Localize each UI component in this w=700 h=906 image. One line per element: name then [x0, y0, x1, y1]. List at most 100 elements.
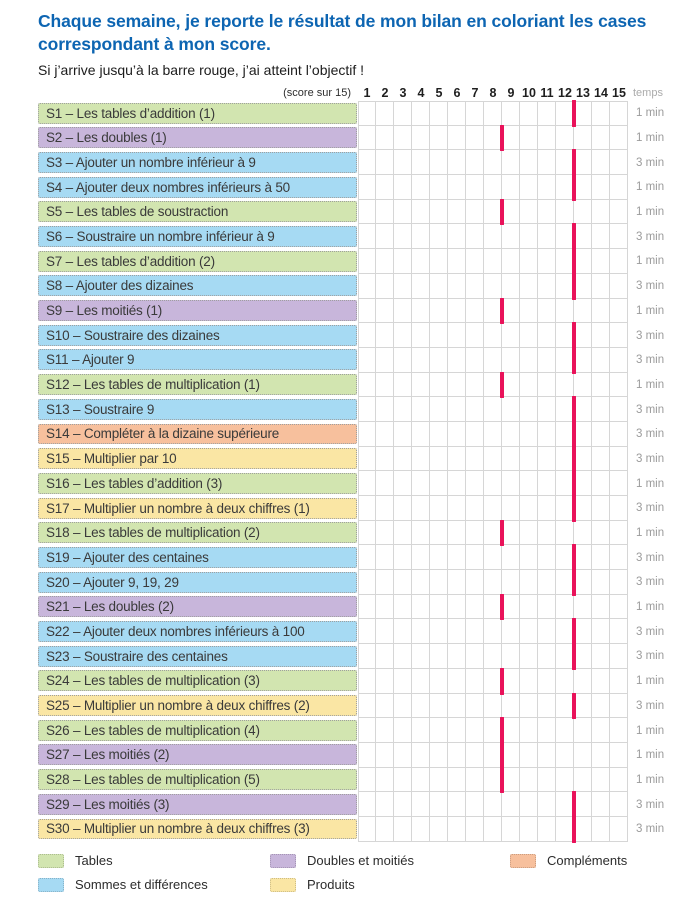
score-cell[interactable] — [448, 347, 466, 373]
score-cell[interactable] — [430, 570, 448, 595]
score-cell[interactable] — [520, 224, 538, 250]
score-cell[interactable] — [574, 175, 592, 200]
score-cell[interactable] — [466, 471, 484, 496]
score-cell[interactable] — [376, 718, 394, 743]
score-cell[interactable] — [430, 767, 448, 793]
score-cell[interactable] — [520, 545, 538, 571]
score-cell[interactable] — [376, 397, 394, 422]
score-cell[interactable] — [592, 175, 610, 200]
score-cell[interactable] — [358, 175, 376, 200]
score-cell[interactable] — [412, 471, 430, 496]
score-cell[interactable] — [556, 767, 574, 793]
score-cell[interactable] — [556, 372, 574, 398]
score-cell[interactable] — [358, 545, 376, 571]
score-cell[interactable] — [502, 150, 520, 176]
score-cell[interactable] — [610, 816, 628, 842]
score-cell[interactable] — [412, 323, 430, 348]
score-cell[interactable] — [448, 323, 466, 348]
score-cell[interactable] — [502, 693, 520, 719]
score-cell[interactable] — [376, 224, 394, 250]
score-cell[interactable] — [358, 792, 376, 817]
score-cell[interactable] — [520, 372, 538, 398]
score-cell[interactable] — [466, 101, 484, 126]
score-cell[interactable] — [448, 520, 466, 546]
score-cell[interactable] — [358, 644, 376, 669]
score-cell[interactable] — [376, 792, 394, 817]
score-cell[interactable] — [394, 125, 412, 151]
score-cell[interactable] — [466, 347, 484, 373]
score-cell[interactable] — [376, 150, 394, 176]
score-cell[interactable] — [358, 273, 376, 299]
score-cell[interactable] — [448, 619, 466, 645]
score-cell[interactable] — [574, 199, 592, 225]
score-cell[interactable] — [592, 693, 610, 719]
score-cell[interactable] — [520, 397, 538, 422]
score-cell[interactable] — [574, 471, 592, 496]
score-cell[interactable] — [376, 471, 394, 496]
score-cell[interactable] — [376, 520, 394, 546]
score-cell[interactable] — [412, 199, 430, 225]
score-cell[interactable] — [502, 594, 520, 620]
score-cell[interactable] — [376, 742, 394, 768]
score-cell[interactable] — [430, 101, 448, 126]
score-cell[interactable] — [448, 372, 466, 398]
score-cell[interactable] — [394, 520, 412, 546]
score-cell[interactable] — [502, 397, 520, 422]
score-cell[interactable] — [610, 150, 628, 176]
score-cell[interactable] — [592, 323, 610, 348]
score-cell[interactable] — [502, 792, 520, 817]
score-cell[interactable] — [574, 668, 592, 694]
score-cell[interactable] — [412, 224, 430, 250]
score-cell[interactable] — [520, 496, 538, 521]
score-cell[interactable] — [610, 175, 628, 200]
score-cell[interactable] — [466, 150, 484, 176]
score-cell[interactable] — [574, 718, 592, 743]
score-cell[interactable] — [484, 619, 502, 645]
score-cell[interactable] — [538, 496, 556, 521]
score-cell[interactable] — [574, 693, 592, 719]
score-cell[interactable] — [394, 199, 412, 225]
score-cell[interactable] — [448, 397, 466, 422]
score-cell[interactable] — [520, 742, 538, 768]
score-cell[interactable] — [592, 496, 610, 521]
score-cell[interactable] — [520, 298, 538, 324]
score-cell[interactable] — [502, 545, 520, 571]
score-cell[interactable] — [430, 619, 448, 645]
score-cell[interactable] — [520, 668, 538, 694]
score-cell[interactable] — [394, 594, 412, 620]
score-cell[interactable] — [574, 619, 592, 645]
score-cell[interactable] — [448, 249, 466, 274]
score-cell[interactable] — [394, 619, 412, 645]
score-cell[interactable] — [502, 668, 520, 694]
score-cell[interactable] — [502, 199, 520, 225]
score-cell[interactable] — [358, 446, 376, 472]
score-cell[interactable] — [610, 101, 628, 126]
score-cell[interactable] — [538, 570, 556, 595]
score-cell[interactable] — [538, 323, 556, 348]
score-cell[interactable] — [466, 742, 484, 768]
score-cell[interactable] — [376, 496, 394, 521]
score-cell[interactable] — [448, 718, 466, 743]
score-cell[interactable] — [520, 175, 538, 200]
score-cell[interactable] — [610, 520, 628, 546]
score-cell[interactable] — [376, 693, 394, 719]
score-cell[interactable] — [394, 397, 412, 422]
score-cell[interactable] — [430, 273, 448, 299]
score-cell[interactable] — [538, 471, 556, 496]
score-cell[interactable] — [484, 545, 502, 571]
score-cell[interactable] — [430, 644, 448, 669]
score-cell[interactable] — [412, 175, 430, 200]
score-cell[interactable] — [592, 520, 610, 546]
score-cell[interactable] — [574, 101, 592, 126]
score-cell[interactable] — [430, 249, 448, 274]
score-cell[interactable] — [592, 397, 610, 422]
score-cell[interactable] — [502, 273, 520, 299]
score-cell[interactable] — [412, 570, 430, 595]
score-cell[interactable] — [358, 224, 376, 250]
score-cell[interactable] — [538, 397, 556, 422]
score-cell[interactable] — [358, 372, 376, 398]
score-cell[interactable] — [466, 594, 484, 620]
score-cell[interactable] — [538, 718, 556, 743]
score-cell[interactable] — [592, 718, 610, 743]
score-cell[interactable] — [448, 570, 466, 595]
